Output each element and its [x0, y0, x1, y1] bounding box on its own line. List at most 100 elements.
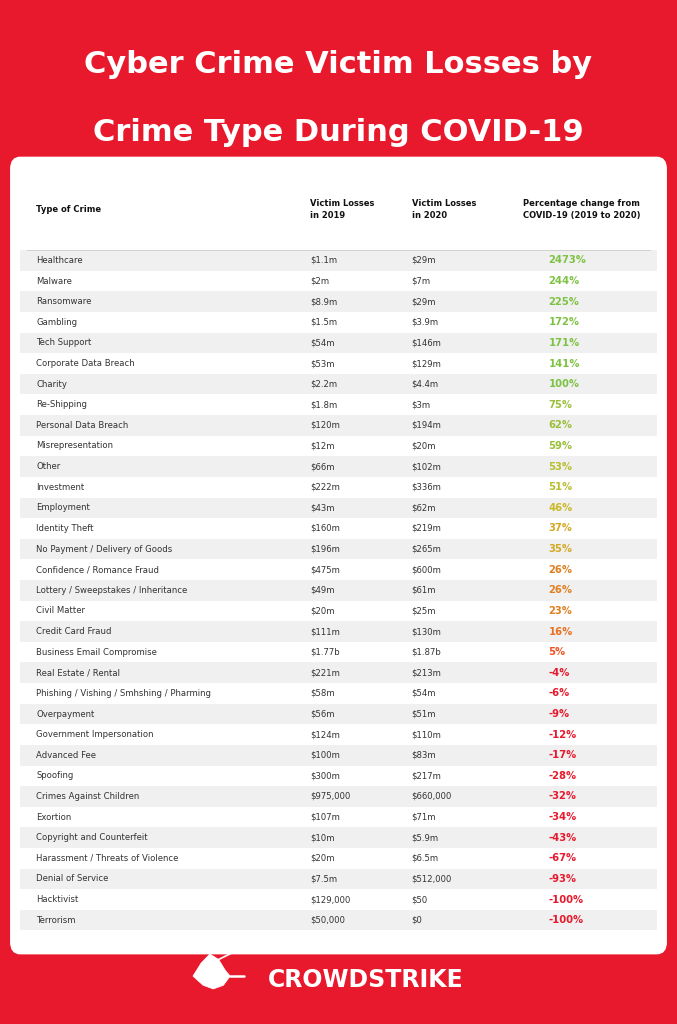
Bar: [20, 498, 657, 518]
Text: $512,000: $512,000: [412, 874, 452, 884]
Text: 141%: 141%: [548, 358, 580, 369]
Text: $219m: $219m: [412, 524, 441, 532]
Text: $2.2m: $2.2m: [310, 380, 337, 389]
Bar: [20, 312, 657, 333]
Text: $1.1m: $1.1m: [310, 256, 337, 265]
Bar: [20, 868, 657, 889]
Text: No Payment / Delivery of Goods: No Payment / Delivery of Goods: [37, 545, 173, 554]
Text: -28%: -28%: [548, 771, 577, 781]
Text: $29m: $29m: [412, 297, 436, 306]
Bar: [20, 457, 657, 477]
Text: 225%: 225%: [548, 297, 580, 306]
Bar: [20, 848, 657, 868]
Text: $660,000: $660,000: [412, 792, 452, 801]
Text: -6%: -6%: [548, 688, 570, 698]
Text: Phishing / Vishing / Smhshing / Pharming: Phishing / Vishing / Smhshing / Pharming: [37, 689, 211, 698]
Text: $10m: $10m: [310, 834, 334, 842]
Text: Real Estate / Rental: Real Estate / Rental: [37, 669, 121, 677]
Text: 172%: 172%: [548, 317, 580, 328]
Text: Healthcare: Healthcare: [37, 256, 83, 265]
Text: Gambling: Gambling: [37, 317, 77, 327]
Bar: [20, 683, 657, 703]
Text: $102m: $102m: [412, 462, 441, 471]
Text: $7.5m: $7.5m: [310, 874, 337, 884]
Bar: [20, 394, 657, 415]
Text: Overpayment: Overpayment: [37, 710, 95, 719]
Bar: [20, 292, 657, 312]
Text: -100%: -100%: [548, 915, 584, 925]
Bar: [20, 786, 657, 807]
Text: Crimes Against Children: Crimes Against Children: [37, 792, 139, 801]
Text: Percentage change from
COVID-19 (2019 to 2020): Percentage change from COVID-19 (2019 to…: [523, 200, 640, 219]
Text: $124m: $124m: [310, 730, 340, 739]
Text: 23%: 23%: [548, 606, 572, 615]
Text: $50,000: $50,000: [310, 915, 345, 925]
Text: 26%: 26%: [548, 586, 573, 595]
Bar: [20, 353, 657, 374]
Text: $1.5m: $1.5m: [310, 317, 337, 327]
Text: Hacktivist: Hacktivist: [37, 895, 79, 904]
Text: $196m: $196m: [310, 545, 340, 554]
Text: $58m: $58m: [310, 689, 334, 698]
Text: -100%: -100%: [548, 895, 584, 904]
Text: $217m: $217m: [412, 771, 441, 780]
Text: $1.8m: $1.8m: [310, 400, 337, 410]
Text: Harassment / Threats of Violence: Harassment / Threats of Violence: [37, 854, 179, 863]
Text: 75%: 75%: [548, 399, 573, 410]
Bar: [20, 889, 657, 910]
Text: -93%: -93%: [548, 873, 577, 884]
Text: -32%: -32%: [548, 792, 577, 802]
Bar: [20, 724, 657, 744]
Text: 171%: 171%: [548, 338, 580, 348]
Bar: [20, 559, 657, 580]
Text: Malware: Malware: [37, 276, 72, 286]
Text: $110m: $110m: [412, 730, 441, 739]
Text: Terrorism: Terrorism: [37, 915, 76, 925]
Text: $20m: $20m: [310, 606, 334, 615]
Bar: [20, 807, 657, 827]
Text: Victim Losses
in 2020: Victim Losses in 2020: [412, 200, 476, 219]
Text: $6.5m: $6.5m: [412, 854, 439, 863]
Text: Victim Losses
in 2019: Victim Losses in 2019: [310, 200, 374, 219]
Text: $100m: $100m: [310, 751, 340, 760]
Text: $83m: $83m: [412, 751, 436, 760]
Bar: [20, 827, 657, 848]
Text: $975,000: $975,000: [310, 792, 350, 801]
Text: $160m: $160m: [310, 524, 340, 532]
Text: $221m: $221m: [310, 669, 340, 677]
Text: $300m: $300m: [310, 771, 340, 780]
Text: $111m: $111m: [310, 627, 340, 636]
Text: Spoofing: Spoofing: [37, 771, 74, 780]
Bar: [20, 415, 657, 435]
Text: Tech Support: Tech Support: [37, 338, 91, 347]
Bar: [20, 910, 657, 931]
Text: Employment: Employment: [37, 504, 90, 512]
Text: 244%: 244%: [548, 276, 580, 286]
Text: $3.9m: $3.9m: [412, 317, 439, 327]
Bar: [20, 435, 657, 457]
Text: $29m: $29m: [412, 256, 436, 265]
Text: $12m: $12m: [310, 441, 334, 451]
Bar: [20, 601, 657, 622]
Text: $222m: $222m: [310, 482, 340, 492]
Text: $3m: $3m: [412, 400, 431, 410]
Text: $43m: $43m: [310, 504, 334, 512]
Bar: [20, 477, 657, 498]
Bar: [20, 744, 657, 766]
Text: 51%: 51%: [548, 482, 573, 493]
Text: -4%: -4%: [548, 668, 570, 678]
Text: $0: $0: [412, 915, 422, 925]
Text: 5%: 5%: [548, 647, 565, 657]
Text: $107m: $107m: [310, 813, 340, 821]
Text: $1.87b: $1.87b: [412, 647, 441, 656]
Text: Misrepresentation: Misrepresentation: [37, 441, 113, 451]
Text: $54m: $54m: [412, 689, 436, 698]
Text: $194m: $194m: [412, 421, 441, 430]
Text: 62%: 62%: [548, 421, 573, 430]
Text: Denial of Service: Denial of Service: [37, 874, 108, 884]
Text: Identity Theft: Identity Theft: [37, 524, 93, 532]
Bar: [20, 663, 657, 683]
Text: $2m: $2m: [310, 276, 329, 286]
Text: Confidence / Romance Fraud: Confidence / Romance Fraud: [37, 565, 159, 574]
Text: Lottery / Sweepstakes / Inheritance: Lottery / Sweepstakes / Inheritance: [37, 586, 188, 595]
